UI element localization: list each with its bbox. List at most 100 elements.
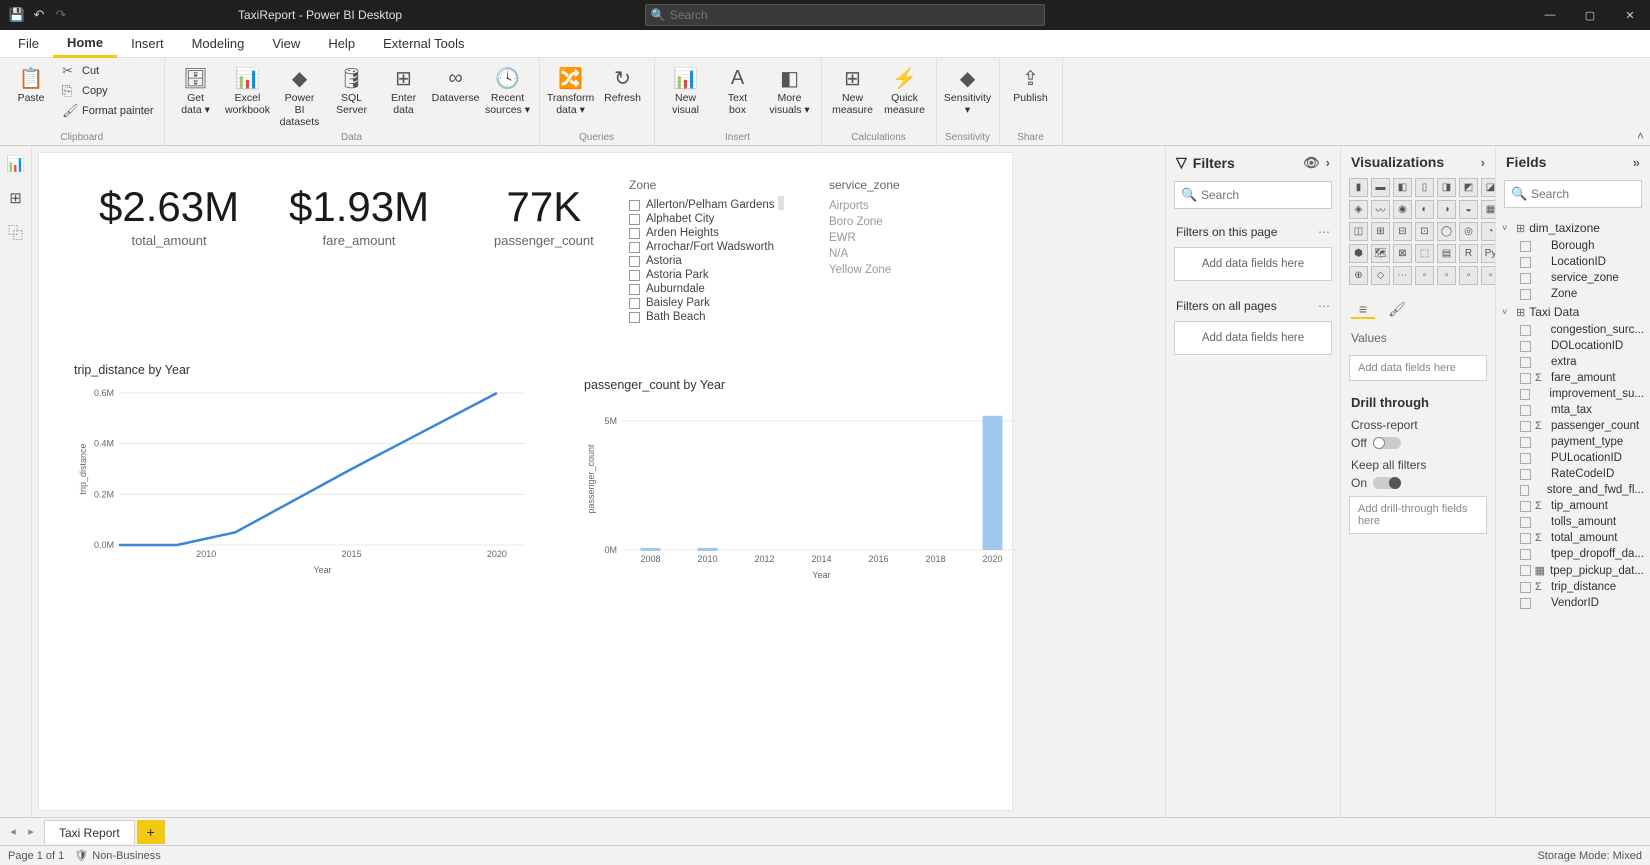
- viz-type-icon[interactable]: ▮: [1349, 178, 1368, 197]
- viz-type-icon[interactable]: ⬢: [1349, 244, 1368, 263]
- kpi-total_amount[interactable]: $2.63Mtotal_amount: [99, 183, 239, 248]
- ribbon-more-visuals-[interactable]: ◧Morevisuals ▾: [765, 60, 815, 120]
- report-view-icon[interactable]: 📊: [6, 154, 26, 174]
- ribbon-recent-sources-[interactable]: 🕓Recentsources ▾: [483, 60, 533, 120]
- keep-filters-toggle[interactable]: On: [1351, 476, 1401, 490]
- checkbox-icon[interactable]: [1520, 549, 1531, 560]
- chevron-right-icon[interactable]: ›: [1481, 155, 1485, 170]
- ribbon-sql-server[interactable]: 🛢SQLServer: [327, 60, 377, 120]
- field-trip_distance[interactable]: Σtrip_distance: [1502, 579, 1644, 595]
- ribbon-cut[interactable]: ✂Cut: [58, 62, 158, 80]
- slicer-item[interactable]: Astoria Park: [629, 268, 774, 282]
- slicer-item[interactable]: Yellow Zone: [829, 262, 900, 278]
- checkbox-icon[interactable]: [629, 298, 640, 309]
- ribbon-copy[interactable]: ⎘Copy: [58, 82, 158, 100]
- format-tab-icon[interactable]: 🖌: [1385, 301, 1409, 319]
- checkbox-icon[interactable]: [629, 242, 640, 253]
- checkbox-icon[interactable]: [1520, 357, 1531, 368]
- slicer-item[interactable]: N/A: [829, 246, 900, 262]
- data-view-icon[interactable]: ⊞: [6, 188, 26, 208]
- field-mta_tax[interactable]: mta_tax: [1502, 402, 1644, 418]
- ribbon-tab-modeling[interactable]: Modeling: [178, 30, 259, 58]
- ribbon-tab-file[interactable]: File: [4, 30, 53, 58]
- viz-type-icon[interactable]: ▫: [1437, 266, 1456, 285]
- field-service_zone[interactable]: service_zone: [1502, 270, 1644, 286]
- viz-type-icon[interactable]: ◨: [1437, 178, 1456, 197]
- checkbox-icon[interactable]: [1520, 437, 1531, 448]
- more-icon[interactable]: ⋯: [1318, 299, 1330, 313]
- ribbon-excel-workbook[interactable]: 📊Excelworkbook: [223, 60, 273, 120]
- ribbon-dataverse[interactable]: ∞Dataverse: [431, 60, 481, 108]
- viz-type-icon[interactable]: 〰: [1371, 200, 1390, 219]
- filter-drop-zone[interactable]: Add data fields here: [1174, 321, 1332, 355]
- slicer-item[interactable]: Auburndale: [629, 282, 774, 296]
- filter-drop-zone[interactable]: Add data fields here: [1174, 247, 1332, 281]
- ribbon-tab-home[interactable]: Home: [53, 30, 117, 58]
- viz-type-icon[interactable]: ◎: [1459, 222, 1478, 241]
- ribbon-tab-insert[interactable]: Insert: [117, 30, 178, 58]
- checkbox-icon[interactable]: [629, 270, 640, 281]
- field-fare_amount[interactable]: Σfare_amount: [1502, 370, 1644, 386]
- redo-icon[interactable]: ↷: [52, 6, 70, 24]
- ribbon-paste[interactable]: 📋Paste: [6, 60, 56, 108]
- add-page-button[interactable]: +: [137, 820, 165, 844]
- viz-type-icon[interactable]: ▤: [1437, 244, 1456, 263]
- checkbox-icon[interactable]: [1520, 241, 1531, 252]
- slicer-Zone[interactable]: ZoneAllerton/Pelham GardensAlphabet City…: [629, 178, 774, 324]
- field-store_and_fwd_fl[interactable]: store_and_fwd_fl...: [1502, 482, 1644, 498]
- close-button[interactable]: ✕: [1610, 0, 1650, 30]
- field-total_amount[interactable]: Σtotal_amount: [1502, 530, 1644, 546]
- more-icon[interactable]: ⋯: [1318, 225, 1330, 239]
- field-payment_type[interactable]: payment_type: [1502, 434, 1644, 450]
- checkbox-icon[interactable]: [629, 312, 640, 323]
- page-next-button[interactable]: ▸: [22, 825, 40, 838]
- field-table-taxi data[interactable]: ˅⊞Taxi Data: [1502, 302, 1644, 322]
- viz-type-icon[interactable]: ◈: [1349, 200, 1368, 219]
- field-LocationID[interactable]: LocationID: [1502, 254, 1644, 270]
- slicer-item[interactable]: Arden Heights: [629, 226, 774, 240]
- page-prev-button[interactable]: ◂: [4, 825, 22, 838]
- slicer-item[interactable]: Bath Beach: [629, 310, 774, 324]
- checkbox-icon[interactable]: [1520, 389, 1530, 400]
- ribbon-tab-view[interactable]: View: [258, 30, 314, 58]
- viz-type-icon[interactable]: ◒: [1459, 200, 1478, 219]
- checkbox-icon[interactable]: [1520, 533, 1531, 544]
- viz-type-icon[interactable]: ⊕: [1349, 266, 1368, 285]
- ribbon-tab-help[interactable]: Help: [314, 30, 369, 58]
- viz-type-icon[interactable]: ◧: [1393, 178, 1412, 197]
- minimize-button[interactable]: —: [1530, 0, 1570, 30]
- checkbox-icon[interactable]: [1520, 373, 1531, 384]
- viz-type-icon[interactable]: ◇: [1371, 266, 1390, 285]
- filters-search-input[interactable]: [1174, 181, 1332, 209]
- checkbox-icon[interactable]: [629, 200, 640, 211]
- viz-type-icon[interactable]: ⊡: [1415, 222, 1434, 241]
- field-PULocationID[interactable]: PULocationID: [1502, 450, 1644, 466]
- viz-type-icon[interactable]: ◉: [1393, 200, 1412, 219]
- viz-type-icon[interactable]: ▫: [1459, 266, 1478, 285]
- viz-type-icon[interactable]: ◑: [1437, 200, 1456, 219]
- field-Borough[interactable]: Borough: [1502, 238, 1644, 254]
- field-Zone[interactable]: Zone: [1502, 286, 1644, 302]
- field-table-dim_taxizone[interactable]: ˅⊞dim_taxizone: [1502, 218, 1644, 238]
- viz-type-icon[interactable]: ⊠: [1393, 244, 1412, 263]
- checkbox-icon[interactable]: [1520, 257, 1531, 268]
- ribbon-new-visual[interactable]: 📊Newvisual: [661, 60, 711, 120]
- checkbox-icon[interactable]: [629, 256, 640, 267]
- viz-type-icon[interactable]: ◫: [1349, 222, 1368, 241]
- field-tpep_pickup_dat[interactable]: ▦tpep_pickup_dat...: [1502, 562, 1644, 579]
- report-canvas[interactable]: $2.63Mtotal_amount$1.93Mfare_amount77Kpa…: [32, 146, 1165, 817]
- checkbox-icon[interactable]: [1520, 405, 1531, 416]
- field-VendorID[interactable]: VendorID: [1502, 595, 1644, 611]
- ribbon-tab-external-tools[interactable]: External Tools: [369, 30, 478, 58]
- maximize-button[interactable]: ▢: [1570, 0, 1610, 30]
- viz-type-icon[interactable]: ◐: [1415, 200, 1434, 219]
- field-congestion_surc[interactable]: congestion_surc...: [1502, 322, 1644, 338]
- slicer-item[interactable]: Astoria: [629, 254, 774, 268]
- checkbox-icon[interactable]: [629, 284, 640, 295]
- viz-type-icon[interactable]: ▫: [1415, 266, 1434, 285]
- viz-type-icon[interactable]: ⋯: [1393, 266, 1412, 285]
- slicer-item[interactable]: Allerton/Pelham Gardens: [629, 198, 774, 212]
- ribbon-collapse-icon[interactable]: ˄: [1637, 129, 1644, 143]
- ribbon-format-painter[interactable]: 🖌Format painter: [58, 102, 158, 120]
- checkbox-icon[interactable]: [1520, 565, 1531, 576]
